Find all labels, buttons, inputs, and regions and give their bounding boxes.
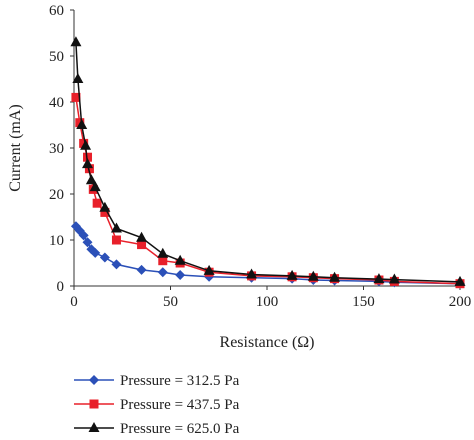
plot-area [73, 10, 460, 287]
legend-label-series-3: Pressure = 625.0 Pa [120, 421, 240, 437]
y-tick-label: 10 [49, 233, 64, 249]
legend-item-series-1: Pressure = 312.5 Pa [74, 373, 240, 389]
x-axis-ticks: 0 50 100 150 200 [70, 286, 471, 310]
x-tick-label: 50 [163, 294, 178, 310]
data-point [286, 269, 298, 280]
y-tick-label: 60 [49, 3, 64, 19]
series-3 [70, 36, 466, 286]
series-line [75, 42, 461, 283]
data-point [72, 73, 84, 83]
data-point [158, 256, 168, 266]
y-axis-label: Current (mA) [7, 104, 24, 192]
data-point [84, 164, 94, 174]
data-point [80, 139, 92, 150]
data-point [203, 264, 215, 275]
data-point [373, 273, 385, 284]
y-tick-label: 30 [49, 141, 64, 157]
data-point [329, 271, 341, 282]
legend-marker-triangle [88, 422, 100, 432]
data-point [90, 247, 101, 258]
legend-marker-diamond [89, 375, 99, 385]
y-tick-label: 0 [57, 279, 65, 295]
series-line [75, 97, 461, 285]
data-point [454, 275, 466, 286]
data-point [100, 207, 110, 217]
data-point [136, 231, 148, 242]
y-tick-label: 50 [49, 49, 64, 65]
x-tick-label: 200 [449, 294, 472, 310]
data-point [82, 237, 93, 248]
series-1 [70, 221, 465, 289]
data-point [174, 254, 186, 265]
data-point [388, 273, 400, 284]
data-point [110, 222, 122, 233]
legend-item-series-2: Pressure = 437.5 Pa [74, 397, 240, 413]
series-layer [70, 36, 466, 289]
data-point [307, 270, 319, 281]
data-point [89, 181, 101, 192]
data-point [85, 174, 97, 185]
data-point [175, 269, 186, 280]
y-tick-label: 20 [49, 187, 64, 203]
data-point [76, 119, 88, 129]
x-tick-label: 100 [256, 294, 279, 310]
data-point [99, 201, 111, 212]
y-axis-ticks: 0 10 20 30 40 50 60 [49, 3, 74, 295]
data-point [111, 259, 122, 270]
legend-marker-square [89, 399, 99, 409]
legend-label-series-1: Pressure = 312.5 Pa [120, 373, 240, 389]
data-point [70, 36, 82, 47]
series-2 [71, 92, 465, 289]
data-point [246, 268, 258, 279]
x-axis-label: Resistance (Ω) [220, 334, 315, 351]
legend: Pressure = 312.5 Pa Pressure = 437.5 Pa … [74, 373, 240, 437]
y-tick-label: 40 [49, 95, 64, 111]
data-point [111, 235, 121, 245]
data-point [157, 247, 169, 258]
data-point [136, 264, 147, 275]
x-tick-label: 150 [352, 294, 375, 310]
legend-item-series-3: Pressure = 625.0 Pa [74, 421, 240, 437]
data-point [137, 240, 147, 250]
data-point [82, 158, 94, 169]
data-point [92, 198, 102, 208]
data-point [157, 267, 168, 278]
data-point [71, 92, 81, 102]
data-point [99, 252, 110, 263]
data-point [78, 230, 89, 241]
legend-label-series-2: Pressure = 437.5 Pa [120, 397, 240, 413]
x-tick-label: 0 [70, 294, 78, 310]
